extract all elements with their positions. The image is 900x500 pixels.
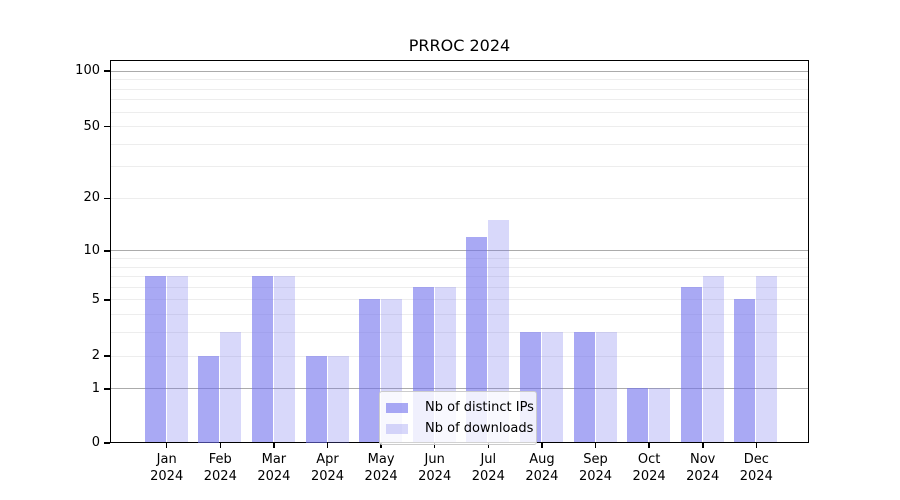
x-axis-tick-label: Feb 2024 bbox=[203, 452, 237, 484]
minor-gridline bbox=[111, 266, 808, 268]
minor-gridline bbox=[111, 332, 808, 334]
y-axis-tick-label: 0 bbox=[91, 435, 100, 450]
bar-dec-downloads bbox=[756, 276, 778, 443]
x-axis-tick bbox=[541, 443, 543, 448]
bar-apr-downloads bbox=[327, 355, 349, 443]
x-axis-tick bbox=[326, 443, 329, 448]
bar-mar-distinct-ips bbox=[251, 276, 273, 443]
x-axis-tick-label: Aug 2024 bbox=[525, 452, 559, 484]
bar-feb-downloads bbox=[220, 332, 242, 443]
bar-aug-downloads bbox=[541, 332, 563, 443]
bar-oct-downloads bbox=[649, 388, 671, 443]
bar-apr-distinct-ips bbox=[305, 355, 327, 443]
y-axis-tick-label: 100 bbox=[75, 63, 100, 79]
y-axis-tick bbox=[104, 197, 110, 200]
bar-sep-distinct-ips bbox=[573, 332, 595, 443]
chart-title: PRROC 2024 bbox=[408, 36, 511, 55]
bar-feb-distinct-ips bbox=[198, 355, 220, 443]
bar-oct-distinct-ips bbox=[627, 388, 649, 443]
x-axis-tick bbox=[433, 443, 436, 448]
y-axis-tick-label: 20 bbox=[83, 190, 100, 206]
legend-swatch-downloads bbox=[386, 423, 408, 434]
legend-swatch-distinct-ips bbox=[386, 402, 408, 413]
y-axis-tick bbox=[104, 299, 110, 301]
x-axis-tick-label: Sep 2024 bbox=[578, 452, 613, 484]
bar-dec-distinct-ips bbox=[734, 299, 756, 443]
bar-mar-downloads bbox=[273, 276, 295, 443]
minor-gridline bbox=[111, 99, 808, 101]
y-axis-tick bbox=[104, 442, 110, 444]
x-axis-tick bbox=[165, 443, 168, 448]
minor-gridline bbox=[111, 79, 808, 81]
legend-item-downloads: Nb of downloads bbox=[386, 418, 534, 439]
major-gridline bbox=[111, 388, 808, 390]
minor-gridline bbox=[111, 286, 808, 288]
bar-nov-downloads bbox=[702, 276, 724, 443]
minor-gridline bbox=[111, 88, 808, 90]
bar-may-distinct-ips bbox=[359, 299, 381, 443]
x-axis-tick-label: Jul 2024 bbox=[471, 452, 505, 484]
y-axis-tick bbox=[104, 70, 110, 72]
y-axis-tick bbox=[104, 355, 110, 357]
minor-gridline bbox=[111, 143, 808, 145]
x-axis-tick-label: Jan 2024 bbox=[150, 452, 184, 484]
x-axis-tick bbox=[487, 443, 490, 448]
minor-gridline bbox=[111, 126, 808, 127]
y-axis-tick-label: 10 bbox=[83, 242, 100, 258]
plot-area: Nb of distinct IPs Nb of downloads bbox=[110, 60, 809, 445]
x-axis-tick-label: Jun 2024 bbox=[418, 452, 452, 484]
x-axis-tick-label: Dec 2024 bbox=[739, 452, 773, 484]
minor-gridline bbox=[111, 276, 808, 278]
minor-gridline bbox=[111, 314, 808, 316]
x-axis-tick bbox=[755, 443, 757, 448]
minor-gridline bbox=[111, 166, 808, 168]
minor-gridline bbox=[111, 111, 808, 113]
bar-jan-downloads bbox=[166, 276, 188, 443]
bar-jan-distinct-ips bbox=[144, 276, 166, 443]
legend-item-distinct-ips: Nb of distinct IPs bbox=[386, 397, 534, 418]
x-axis-tick bbox=[594, 443, 597, 448]
bar-nov-distinct-ips bbox=[680, 286, 702, 443]
major-gridline bbox=[111, 250, 808, 252]
minor-gridline bbox=[111, 197, 808, 199]
legend-label-downloads: Nb of downloads bbox=[425, 421, 534, 436]
y-axis-tick-label: 1 bbox=[91, 380, 100, 396]
y-axis-tick-label: 5 bbox=[91, 291, 100, 307]
minor-gridline bbox=[111, 258, 808, 259]
x-axis-tick-label: Oct 2024 bbox=[632, 452, 666, 484]
x-axis-tick-label: Nov 2024 bbox=[686, 452, 720, 484]
x-axis-tick bbox=[219, 443, 221, 448]
x-axis-tick-label: Apr 2024 bbox=[310, 452, 345, 484]
y-axis-tick bbox=[104, 388, 110, 390]
x-axis-tick-label: Mar 2024 bbox=[257, 452, 291, 484]
bar-sep-downloads bbox=[595, 332, 617, 443]
y-axis-tick-label: 2 bbox=[91, 348, 100, 363]
y-axis-tick-label: 50 bbox=[83, 118, 100, 134]
x-axis-tick bbox=[648, 443, 650, 448]
x-axis-tick-label: May 2024 bbox=[364, 452, 398, 484]
x-axis-tick bbox=[273, 443, 275, 448]
x-axis-tick bbox=[702, 443, 704, 448]
minor-gridline bbox=[111, 299, 808, 301]
major-gridline bbox=[111, 70, 808, 72]
bar-jul-downloads bbox=[488, 219, 510, 443]
x-axis-tick bbox=[380, 443, 382, 448]
y-axis-tick bbox=[104, 250, 110, 252]
legend-label-distinct-ips: Nb of distinct IPs bbox=[425, 400, 534, 415]
legend: Nb of distinct IPs Nb of downloads bbox=[379, 391, 537, 445]
minor-gridline bbox=[111, 355, 808, 357]
y-axis-tick bbox=[104, 125, 110, 128]
